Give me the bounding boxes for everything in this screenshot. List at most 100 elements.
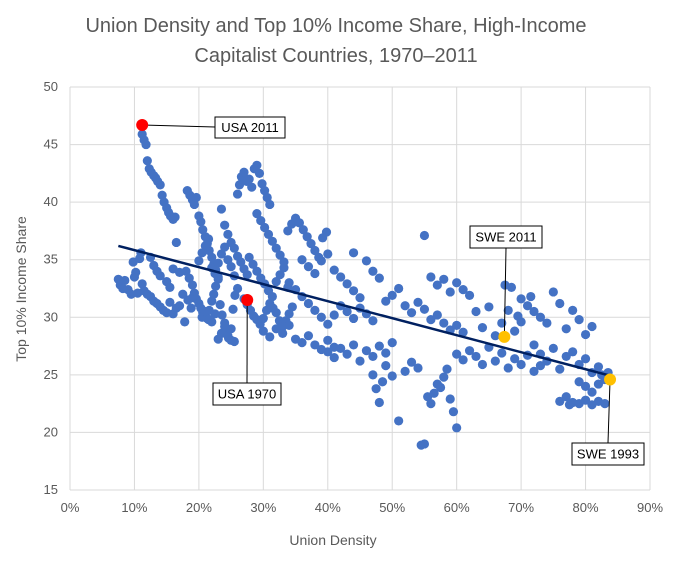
callouts: USA 2011 USA 1970 SWE 2011 SWE 1993 [136, 116, 645, 466]
scatter-point [442, 364, 452, 374]
y-axis-title: Top 10% Income Share [13, 216, 29, 362]
scatter-point [555, 364, 565, 374]
scatter-point [371, 384, 381, 394]
scatter-point [165, 282, 175, 292]
x-tick-label: 20% [186, 500, 212, 515]
callout-label: USA 1970 [218, 387, 277, 402]
x-tick-label: 60% [444, 500, 470, 515]
scatter-point [452, 349, 462, 359]
scatter-point [254, 168, 265, 178]
scatter-point [220, 242, 230, 252]
scatter-point [321, 227, 332, 237]
scatter-point [256, 215, 266, 226]
scatter-point [471, 351, 481, 362]
scatter-point [200, 306, 210, 317]
scatter-point [535, 361, 546, 371]
scatter-point [381, 296, 391, 306]
scatter-point [260, 186, 270, 196]
x-tick-label: 40% [315, 500, 341, 515]
scatter-point [580, 354, 591, 364]
trendline-group [118, 244, 612, 378]
scatter-point [155, 271, 165, 281]
scatter-point [529, 366, 539, 377]
scatter-point [400, 366, 410, 377]
scatter-point [252, 160, 262, 170]
scatter-point [213, 258, 223, 268]
scatter-point [207, 296, 217, 306]
scatter-point [257, 179, 267, 189]
scatter-point [252, 266, 262, 276]
scatter-point [574, 314, 584, 325]
scatter-point [548, 343, 558, 353]
scatter-point [342, 349, 352, 359]
highlight-point [604, 373, 617, 386]
scatter-point [336, 343, 346, 353]
scatter-point [242, 270, 252, 280]
y-tick-label: 35 [44, 252, 58, 267]
scatter-point [271, 308, 281, 318]
scatter-point [432, 310, 442, 320]
x-tick-label: 80% [573, 500, 599, 515]
scatter-point [419, 304, 430, 314]
scatter-point [516, 294, 526, 304]
scatter-point [184, 273, 194, 283]
scatter-point [329, 310, 339, 320]
scatter-point [516, 359, 526, 370]
scatter-point [210, 309, 220, 319]
scatter-point [209, 289, 219, 299]
scatter-point [203, 234, 214, 244]
scatter-point [580, 381, 591, 391]
scatter-point [267, 291, 277, 302]
scatter-point [316, 256, 326, 266]
scatter-point [155, 180, 165, 190]
scatter-point [189, 199, 199, 210]
scatter-point [477, 323, 488, 333]
scatter-point [229, 336, 239, 347]
scatter-point [406, 308, 417, 318]
scatter-point [265, 332, 275, 342]
scatter-point [131, 267, 141, 277]
callout-leader [607, 379, 611, 444]
scatter-point [355, 293, 365, 303]
scatter-point [561, 351, 571, 362]
scatter-point [310, 268, 320, 279]
scatter-point [265, 199, 275, 210]
scatter-point [561, 324, 571, 334]
scatter-point [232, 189, 243, 199]
callout-label: SWE 2011 [475, 230, 536, 245]
scatter-point [600, 399, 610, 409]
scatter-point [439, 318, 449, 328]
scatter-point [580, 395, 591, 405]
scatter-point [477, 359, 488, 370]
scatter-point [258, 313, 268, 324]
scatter-point [230, 290, 240, 301]
gridlines [69, 86, 651, 491]
scatter-point [368, 370, 378, 380]
x-axis-title: Union Density [289, 532, 376, 548]
callout-box [212, 382, 282, 406]
chart-title-line-2: Capitalist Countries, 1970–2011 [194, 45, 477, 67]
scatter-point [262, 192, 272, 203]
scatter-point [323, 319, 333, 329]
scatter-point [548, 287, 558, 297]
scatter-point [223, 255, 233, 265]
scatter-point [429, 388, 439, 398]
x-tick-label: 0% [61, 500, 80, 515]
scatter-point [593, 379, 604, 389]
scatter-point [228, 304, 238, 314]
scatter-point [526, 291, 536, 302]
scatter-point [593, 362, 604, 372]
scatter-point [141, 139, 151, 150]
scatter-point [297, 255, 307, 265]
callout-box [214, 116, 286, 139]
scatter-point [258, 326, 268, 336]
scatter-point [275, 270, 285, 280]
scatter-point [471, 306, 481, 317]
scatter-point [510, 326, 520, 336]
scatter-point [181, 266, 191, 276]
scatter-point [229, 243, 239, 253]
scatter-point [432, 280, 442, 290]
scatter-point [400, 301, 410, 311]
scatter-point [568, 347, 578, 357]
scatter-point [381, 361, 391, 371]
